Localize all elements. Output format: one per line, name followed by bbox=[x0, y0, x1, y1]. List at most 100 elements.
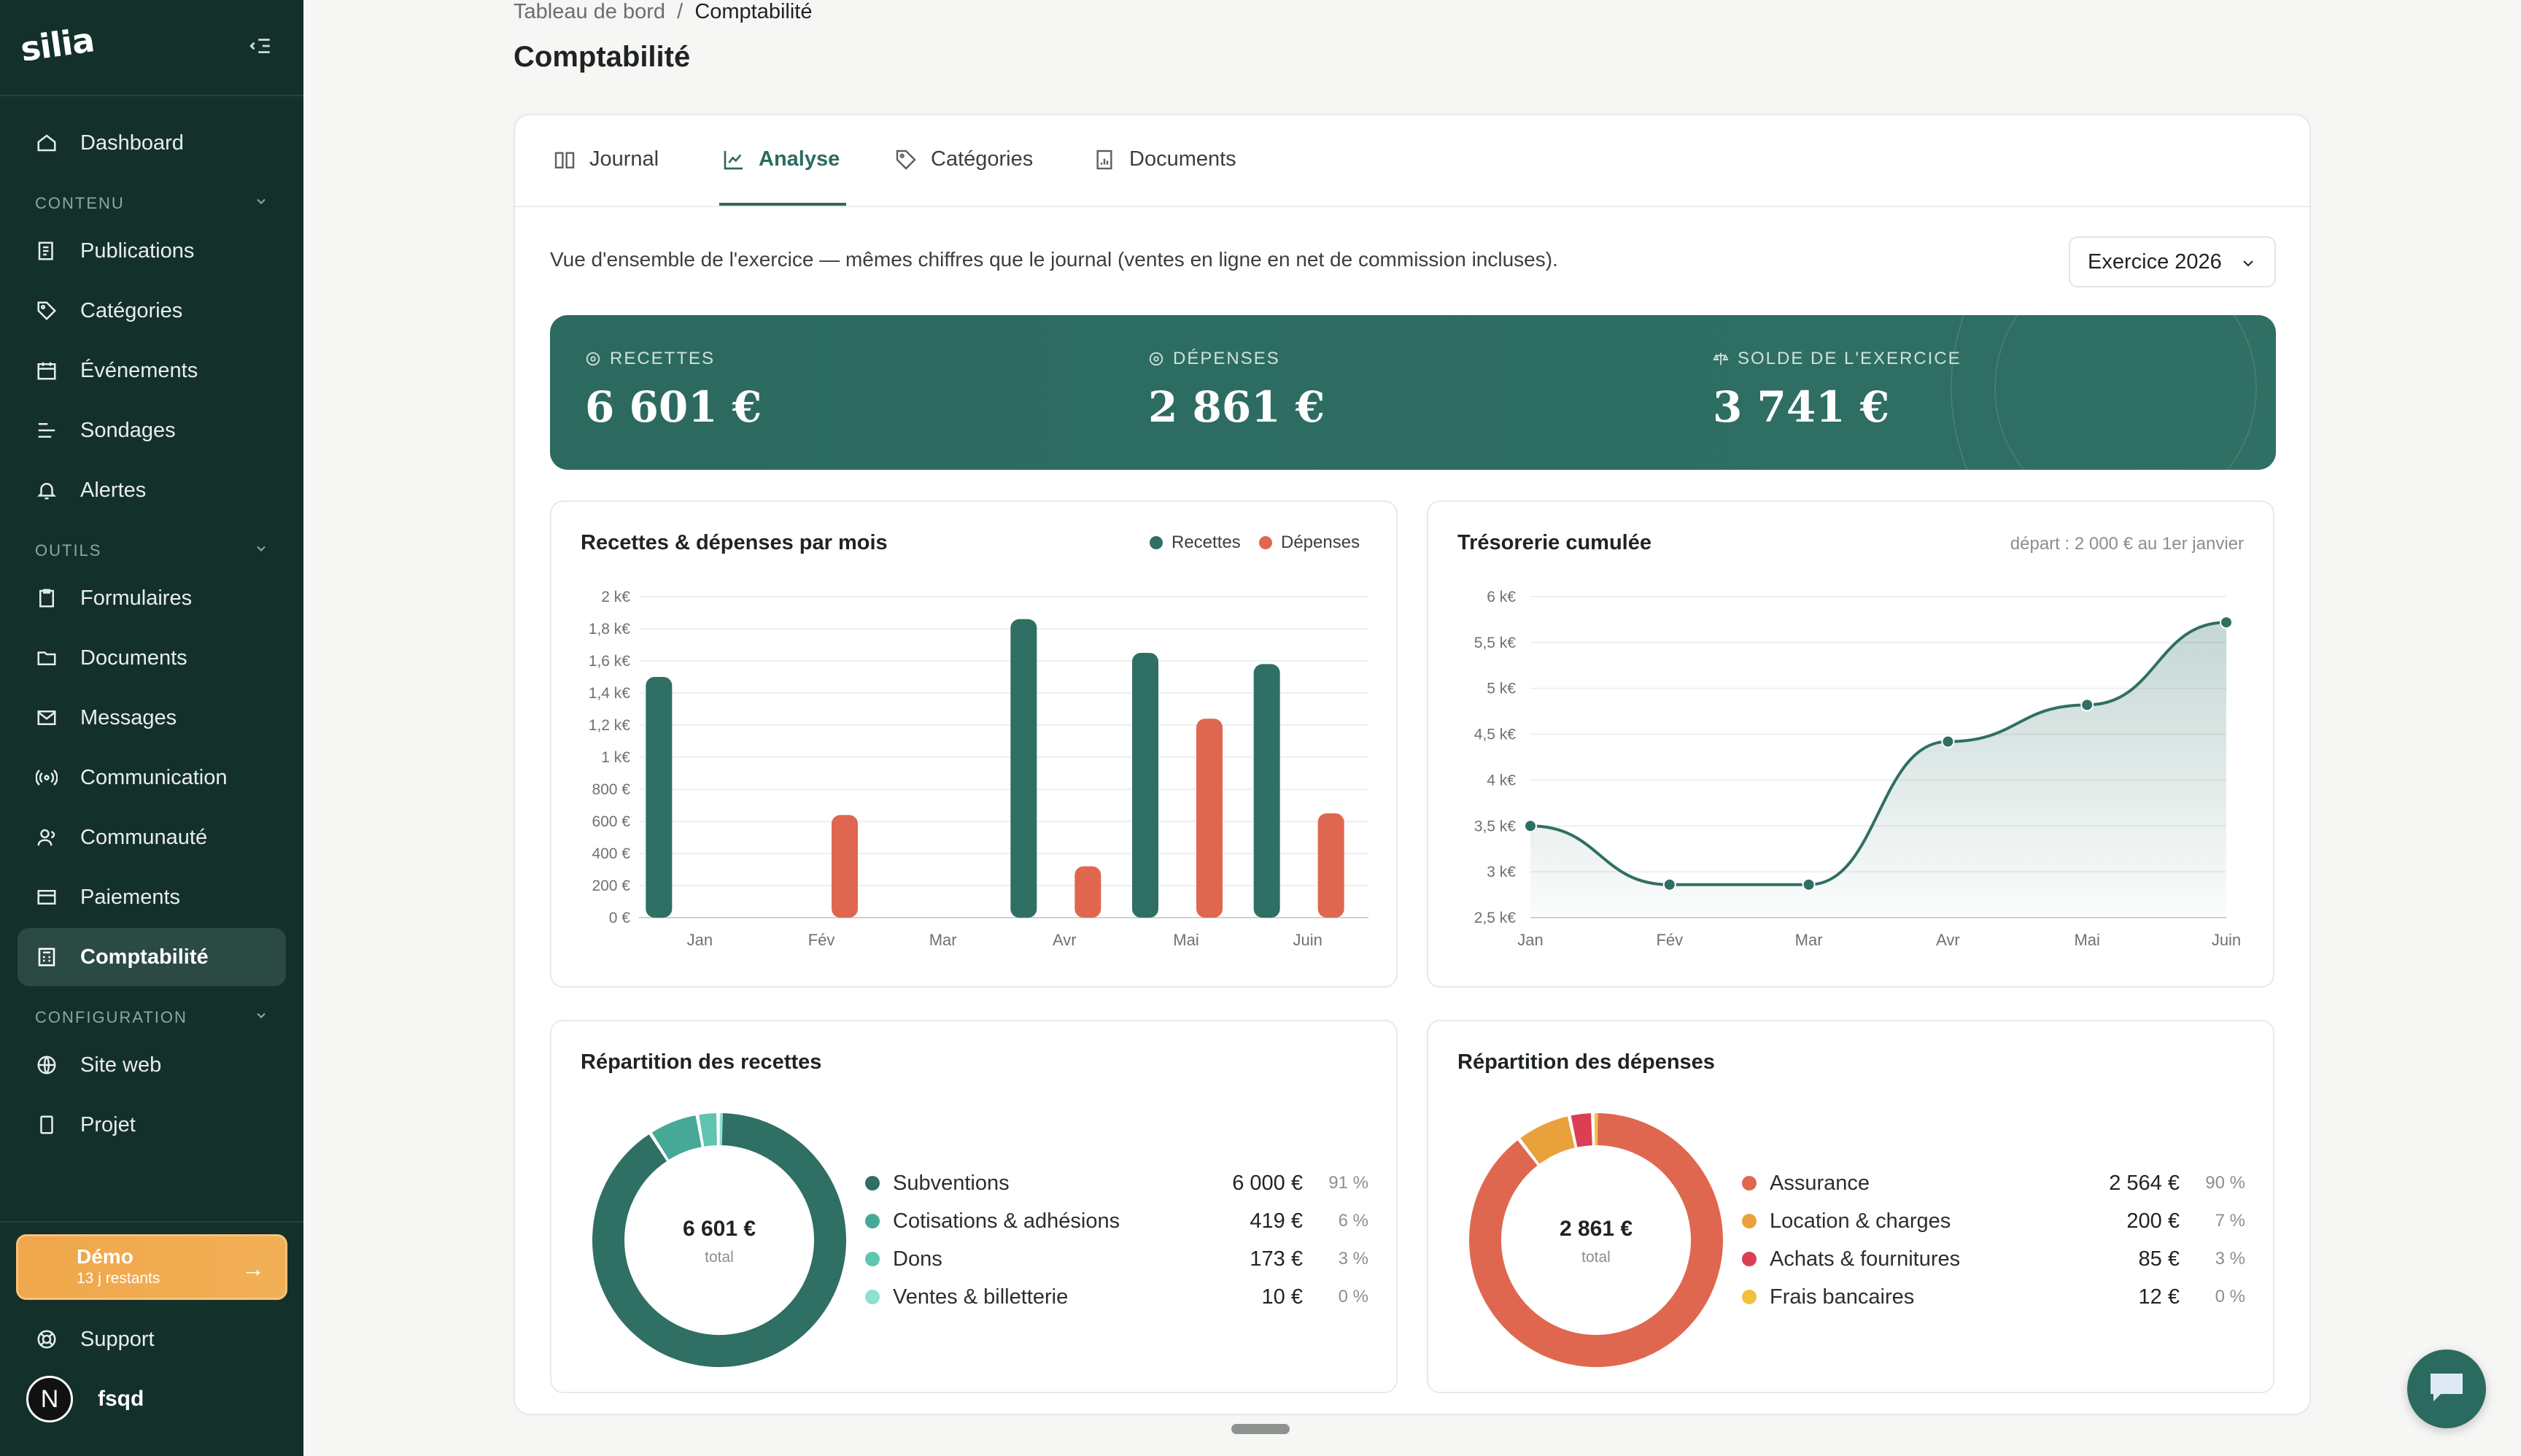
item-percent: 0 % bbox=[2215, 1287, 2245, 1306]
donut-center: 6 601 € total bbox=[646, 1217, 792, 1266]
sidebar-item-support[interactable]: Support bbox=[18, 1310, 286, 1368]
sidebar-item-site-web[interactable]: Site web bbox=[18, 1036, 286, 1094]
arrow-right-icon: → bbox=[241, 1255, 265, 1282]
item-label: Ventes & billetterie bbox=[893, 1285, 1069, 1309]
bar bbox=[646, 677, 673, 918]
demo-plan-button[interactable]: Démo 13 j restants → bbox=[16, 1234, 287, 1300]
data-point bbox=[1524, 819, 1537, 833]
bar bbox=[1010, 619, 1037, 918]
sidebar-section-configuration[interactable]: CONFIGURATION bbox=[35, 1008, 268, 1027]
item-percent: 3 % bbox=[1338, 1249, 1368, 1269]
avatar: N bbox=[26, 1376, 73, 1422]
sidebar-item-label: Paiements bbox=[80, 885, 181, 909]
user-name: fsqd bbox=[98, 1387, 144, 1411]
donut-total-value: 6 601 € bbox=[682, 1217, 756, 1241]
sidebar-item-sondages[interactable]: Sondages bbox=[18, 401, 286, 460]
bar bbox=[832, 815, 858, 918]
tab-label: Journal bbox=[589, 147, 659, 171]
sidebar-item-label: Messages bbox=[80, 705, 177, 729]
section-label: CONFIGURATION bbox=[35, 1008, 187, 1026]
sidebar-item-label: Dashboard bbox=[80, 131, 184, 155]
panel-title: Répartition des recettes bbox=[581, 1050, 822, 1074]
sidebar-item-formulaires[interactable]: Formulaires bbox=[18, 569, 286, 627]
sidebar-item-paiements[interactable]: Paiements bbox=[18, 868, 286, 926]
item-label: Subventions bbox=[893, 1171, 1010, 1195]
sidebar-item-alertes[interactable]: Alertes bbox=[18, 461, 286, 519]
sidebar-item-publications[interactable]: Publications bbox=[18, 222, 286, 280]
legend-swatch bbox=[1742, 1176, 1757, 1190]
tab-label: Catégories bbox=[931, 147, 1034, 171]
donut-total-label: total bbox=[705, 1249, 734, 1266]
income-donut bbox=[592, 1113, 846, 1367]
legend-depenses: Dépenses bbox=[1259, 533, 1360, 553]
y-tick-label: 1,2 k€ bbox=[589, 717, 631, 734]
y-tick-label: 2 k€ bbox=[601, 589, 630, 605]
panel-title: Trésorerie cumulée bbox=[1457, 531, 1651, 554]
sidebar-item-evenements[interactable]: Événements bbox=[18, 341, 286, 400]
sidebar-item-documents[interactable]: Documents bbox=[18, 629, 286, 687]
y-tick-label: 1 k€ bbox=[601, 749, 630, 766]
credit-card-icon bbox=[35, 886, 58, 909]
book-icon bbox=[553, 148, 576, 171]
y-tick-label: 6 k€ bbox=[1487, 589, 1516, 605]
user-menu[interactable]: N fsqd bbox=[26, 1376, 144, 1422]
tab-categories[interactable]: Catégories bbox=[894, 147, 1033, 171]
y-tick-label: 1,6 k€ bbox=[589, 653, 631, 670]
sidebar-section-contenu[interactable]: CONTENU bbox=[35, 194, 268, 213]
sidebar-item-label: Sondages bbox=[80, 418, 176, 442]
sidebar-item-communication[interactable]: Communication bbox=[18, 748, 286, 807]
y-tick-label: 0 € bbox=[609, 910, 631, 926]
sidebar-item-label: Communauté bbox=[80, 825, 208, 849]
kpi-value: 2 861 € bbox=[1148, 382, 1325, 432]
sidebar-item-categories[interactable]: Catégories bbox=[18, 282, 286, 340]
chat-button[interactable] bbox=[2407, 1349, 2486, 1428]
item-amount: 2 564 € bbox=[2109, 1171, 2180, 1195]
legend-swatch bbox=[1742, 1252, 1757, 1266]
scroll-handle[interactable] bbox=[1231, 1424, 1290, 1434]
section-label: CONTENU bbox=[35, 194, 125, 212]
donut-total-value: 2 861 € bbox=[1559, 1217, 1633, 1241]
sidebar-item-dashboard[interactable]: Dashboard bbox=[18, 114, 286, 172]
tab-label: Analyse bbox=[759, 147, 840, 171]
sidebar-section-outils[interactable]: OUTILS bbox=[35, 541, 268, 560]
sidebar-divider bbox=[0, 1221, 303, 1223]
globe-icon bbox=[35, 1053, 58, 1077]
legend-swatch bbox=[1259, 536, 1272, 549]
x-tick-label: Mai bbox=[1173, 931, 1198, 949]
tag-icon bbox=[894, 148, 918, 171]
bar bbox=[1317, 813, 1344, 918]
kpi-depenses: DÉPENSES 2 861 € bbox=[1148, 349, 1325, 432]
collapse-sidebar-icon[interactable] bbox=[248, 34, 273, 58]
sidebar-item-communaute[interactable]: Communauté bbox=[18, 808, 286, 867]
tab-analyse[interactable]: Analyse bbox=[722, 147, 840, 171]
x-tick-label: Avr bbox=[1936, 931, 1960, 949]
sidebar-item-messages[interactable]: Messages bbox=[18, 689, 286, 747]
y-tick-label: 1,8 k€ bbox=[589, 621, 631, 638]
donut-slice bbox=[1520, 1116, 1576, 1164]
item-percent: 91 % bbox=[1328, 1173, 1368, 1193]
sidebar-item-label: Support bbox=[80, 1327, 155, 1351]
list-item: Location & charges 200 € 7 % bbox=[1742, 1202, 2245, 1240]
exercise-select[interactable]: Exercice 2026 bbox=[2069, 236, 2276, 287]
sidebar-item-projet[interactable]: Projet bbox=[18, 1096, 286, 1154]
x-tick-label: Mar bbox=[1795, 931, 1823, 949]
y-tick-label: 4,5 k€ bbox=[1474, 727, 1517, 743]
data-point bbox=[2220, 616, 2233, 630]
tab-journal[interactable]: Journal bbox=[553, 147, 659, 171]
page-title: Comptabilité bbox=[514, 41, 691, 73]
tab-documents[interactable]: Documents bbox=[1093, 147, 1236, 171]
y-tick-label: 5 k€ bbox=[1487, 681, 1516, 697]
y-tick-label: 400 € bbox=[592, 845, 630, 862]
sidebar-item-label: Documents bbox=[80, 646, 187, 670]
home-icon bbox=[35, 131, 58, 155]
circle-arrow-icon bbox=[585, 351, 601, 367]
calendar-icon bbox=[35, 359, 58, 382]
x-tick-label: Juin bbox=[2212, 931, 2241, 949]
legend-recettes: Recettes bbox=[1150, 533, 1241, 553]
sidebar-item-comptabilite[interactable]: Comptabilité bbox=[18, 928, 286, 986]
breadcrumb: Tableau de bord / Comptabilité bbox=[514, 0, 813, 24]
legend-swatch bbox=[865, 1290, 880, 1304]
breadcrumb-parent-link[interactable]: Tableau de bord bbox=[514, 0, 665, 23]
list-item: Cotisations & adhésions 419 € 6 % bbox=[865, 1202, 1368, 1240]
legend-label: Dépenses bbox=[1281, 533, 1360, 552]
